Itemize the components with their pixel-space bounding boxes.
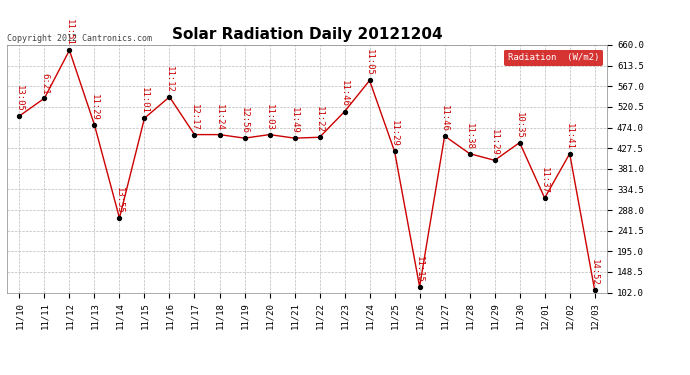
Text: 14:52: 14:52 xyxy=(590,259,599,286)
Point xyxy=(514,140,525,146)
Text: 11:46: 11:46 xyxy=(340,81,349,107)
Point xyxy=(89,122,100,128)
Text: 11:37: 11:37 xyxy=(540,167,549,194)
Point xyxy=(389,148,400,154)
Point xyxy=(39,95,50,101)
Text: 12:56: 12:56 xyxy=(240,107,249,134)
Point xyxy=(14,113,25,119)
Point xyxy=(139,115,150,121)
Point xyxy=(214,132,225,138)
Point xyxy=(464,151,475,157)
Point xyxy=(314,134,325,140)
Text: 11:29: 11:29 xyxy=(390,120,399,147)
Point xyxy=(264,132,275,138)
Point xyxy=(64,47,75,53)
Point xyxy=(589,287,600,293)
Text: 11:29: 11:29 xyxy=(490,129,499,156)
Point xyxy=(489,158,500,164)
Text: 12:17: 12:17 xyxy=(190,104,199,130)
Point xyxy=(564,151,575,157)
Text: Copyright 2012 Cantronics.com: Copyright 2012 Cantronics.com xyxy=(7,33,152,42)
Text: 11:03: 11:03 xyxy=(265,104,274,130)
Text: 11:29: 11:29 xyxy=(90,94,99,121)
Text: 11:12: 11:12 xyxy=(165,66,174,93)
Point xyxy=(364,78,375,84)
Point xyxy=(539,195,550,201)
Point xyxy=(114,215,125,221)
Text: 6:21: 6:21 xyxy=(40,72,49,94)
Point xyxy=(439,133,450,139)
Point xyxy=(189,132,200,138)
Point xyxy=(164,94,175,100)
Text: 11:41: 11:41 xyxy=(565,123,574,150)
Title: Solar Radiation Daily 20121204: Solar Radiation Daily 20121204 xyxy=(172,27,442,42)
Text: 10:35: 10:35 xyxy=(515,111,524,138)
Text: 11:38: 11:38 xyxy=(465,123,474,150)
Text: 11:24: 11:24 xyxy=(215,104,224,130)
Point xyxy=(289,135,300,141)
Text: 11:22: 11:22 xyxy=(315,106,324,133)
Text: 13:05: 13:05 xyxy=(15,85,24,112)
Text: 11:01: 11:01 xyxy=(140,87,149,114)
Text: 11:05: 11:05 xyxy=(365,50,374,76)
Text: 11:49: 11:49 xyxy=(290,107,299,134)
Point xyxy=(339,108,350,114)
Point xyxy=(239,135,250,141)
Legend: Radiation  (W/m2): Radiation (W/m2) xyxy=(504,50,602,66)
Text: 11:51: 11:51 xyxy=(65,19,74,46)
Text: 13:55: 13:55 xyxy=(115,187,124,214)
Text: 11:15: 11:15 xyxy=(415,256,424,283)
Point xyxy=(414,284,425,290)
Text: 11:46: 11:46 xyxy=(440,105,449,132)
